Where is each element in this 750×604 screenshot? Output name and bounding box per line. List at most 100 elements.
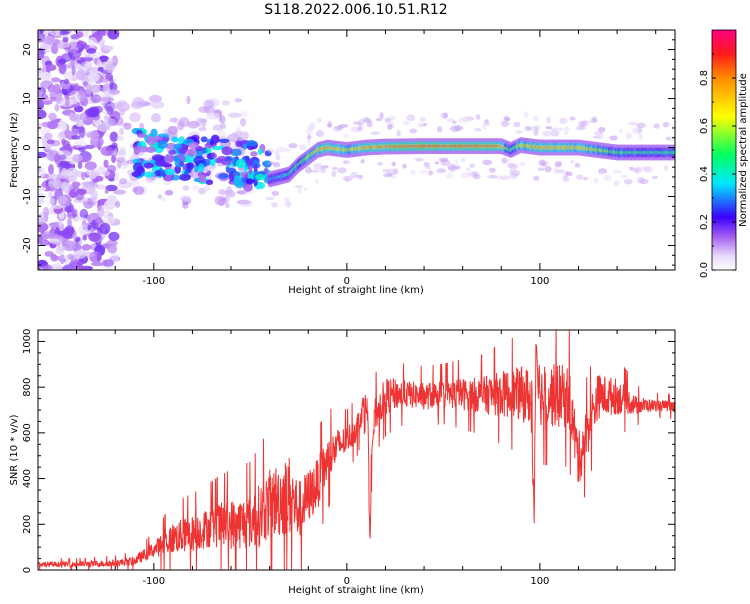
heatmap-cell	[434, 161, 440, 165]
colorbar-tick-label: 0.0	[699, 262, 710, 278]
x-tick-label: -100	[142, 276, 165, 287]
heatmap-cell	[173, 154, 179, 163]
spectrogram-y-axis-label: Frequency (Hz)	[9, 112, 20, 188]
heatmap-cell	[167, 125, 178, 135]
heatmap-cell	[107, 30, 120, 40]
heatmap-cell	[73, 140, 87, 148]
heatmap-cell	[38, 192, 45, 203]
heatmap-cell	[198, 106, 210, 113]
heatmap-cell	[111, 142, 118, 150]
heatmap-cell	[86, 169, 93, 176]
heatmap-cell	[81, 61, 93, 68]
heatmap-cell	[48, 112, 57, 121]
heatmap-cell	[307, 124, 316, 131]
colorbar-tick-label: 0.8	[699, 70, 710, 86]
heatmap-cell	[85, 83, 92, 95]
heatmap-cell	[57, 161, 71, 169]
heatmap-cell	[42, 206, 50, 218]
heatmap-cell	[38, 215, 47, 225]
heatmap-cell	[83, 144, 95, 150]
heatmap-cell	[71, 135, 81, 140]
heatmap-cell	[191, 184, 199, 191]
heatmap-cell	[637, 177, 645, 184]
heatmap-cell	[569, 160, 575, 164]
heatmap-cell	[48, 191, 53, 198]
heatmap-cell	[221, 100, 230, 106]
heatmap-cell	[618, 128, 623, 134]
heatmap-cell	[562, 175, 570, 183]
heatmap-cell	[265, 197, 275, 201]
heatmap-cell	[501, 157, 509, 164]
heatmap-cell	[263, 167, 269, 175]
heatmap-cell	[40, 231, 54, 239]
heatmap-cell	[455, 165, 461, 170]
heatmap-cell	[576, 174, 583, 180]
heatmap-cell	[306, 134, 312, 140]
heatmap-cell	[38, 186, 47, 192]
heatmap-cell	[187, 148, 196, 157]
heatmap-cell	[66, 167, 79, 178]
heatmap-cell	[422, 122, 428, 127]
snr-y-tick-label: 200	[22, 515, 33, 534]
heatmap-cell	[250, 151, 258, 157]
heatmap-cell	[57, 245, 66, 251]
heatmap-cell	[118, 178, 128, 185]
heatmap-cell	[651, 175, 659, 180]
heatmap-cell	[199, 175, 207, 183]
snr-series-line	[38, 330, 675, 570]
heatmap-cell	[70, 205, 75, 210]
heatmap-cell	[103, 159, 109, 168]
heatmap-cell	[96, 205, 105, 218]
heatmap-cell	[186, 162, 194, 170]
heatmap-cell	[243, 143, 248, 150]
heatmap-cell	[70, 90, 80, 98]
heatmap-cell	[49, 30, 61, 36]
heatmap-cell	[462, 115, 471, 123]
heatmap-cell	[306, 138, 311, 145]
heatmap-cell	[485, 174, 496, 178]
heatmap-cell	[297, 188, 302, 194]
heatmap-cell	[102, 259, 114, 267]
heatmap-cell	[90, 93, 102, 104]
heatmap-cell	[67, 175, 77, 183]
heatmap-cell	[563, 131, 568, 135]
heatmap-cell	[504, 117, 511, 122]
heatmap-cell	[115, 201, 121, 208]
snr-frame	[37, 329, 676, 571]
heatmap-cell	[179, 161, 185, 167]
heatmap-cell	[343, 134, 350, 138]
heatmap-cell	[402, 120, 410, 126]
heatmap-cell	[59, 254, 65, 265]
heatmap-cell	[212, 124, 224, 131]
heatmap-cell	[98, 55, 109, 63]
heatmap-cell	[78, 39, 83, 49]
heatmap-cell	[257, 148, 263, 155]
heatmap-cell	[332, 170, 338, 175]
heatmap-cell	[116, 135, 125, 142]
heatmap-cell	[108, 231, 120, 242]
colorbar: 0.0 0.2 0.4 0.6 0.8 Normalized spectral ampl…	[699, 29, 749, 278]
heatmap-cell	[38, 234, 44, 245]
heatmap-cell	[315, 130, 324, 137]
heatmap-cell	[96, 58, 102, 69]
heatmap-cell	[239, 118, 247, 127]
heatmap-cell	[387, 168, 396, 176]
heatmap-cell	[271, 190, 280, 197]
heatmap-cell	[343, 160, 348, 164]
heatmap-cell	[612, 169, 623, 174]
heatmap-cell	[88, 232, 101, 242]
heatmap-cell	[117, 99, 127, 105]
heatmap-cell	[410, 169, 417, 175]
heatmap-cell	[406, 114, 416, 122]
y-tick-label: 10	[22, 92, 33, 105]
heatmap-cell	[565, 171, 573, 177]
heatmap-cell	[224, 189, 236, 198]
heatmap-cell	[107, 243, 118, 254]
heatmap-cell	[58, 221, 64, 227]
heatmap-cell	[52, 262, 62, 270]
heatmap-cell	[143, 171, 155, 178]
heatmap-cell	[357, 125, 363, 132]
heatmap-cell	[103, 115, 110, 120]
heatmap-cell	[152, 136, 164, 141]
